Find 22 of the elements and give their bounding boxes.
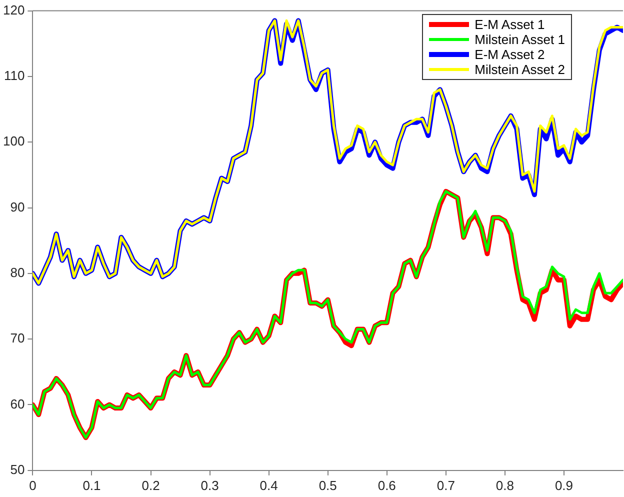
y-tick-label: 70 — [10, 330, 25, 346]
x-tick-label: 0 — [29, 478, 36, 493]
x-tick-label: 0.1 — [82, 478, 101, 493]
legend-label: Milstein Asset 1 — [474, 32, 565, 47]
x-tick-label: 0.6 — [378, 478, 396, 493]
y-tick-label: 90 — [10, 199, 25, 214]
legend-label: Milstein Asset 2 — [474, 62, 565, 77]
y-tick-label: 50 — [10, 462, 25, 477]
y-tick-label: 110 — [4, 68, 25, 84]
x-tick-label: 0.5 — [318, 478, 337, 493]
x-tick-label: 0.4 — [260, 478, 278, 493]
y-tick-label: 100 — [2, 134, 25, 149]
legend-label: E-M Asset 1 — [474, 17, 545, 32]
legend-label: E-M Asset 2 — [474, 47, 545, 62]
x-tick-label: 0.7 — [436, 478, 455, 493]
x-tick-label: 0.9 — [554, 478, 574, 493]
x-tick-label: 0.3 — [200, 478, 219, 493]
x-tick-label: 0.2 — [142, 478, 160, 493]
y-tick-label: 120 — [2, 2, 25, 18]
x-tick-label: 0.8 — [496, 478, 514, 493]
y-tick-label: 80 — [10, 265, 25, 280]
y-tick-label: 60 — [10, 396, 25, 412]
